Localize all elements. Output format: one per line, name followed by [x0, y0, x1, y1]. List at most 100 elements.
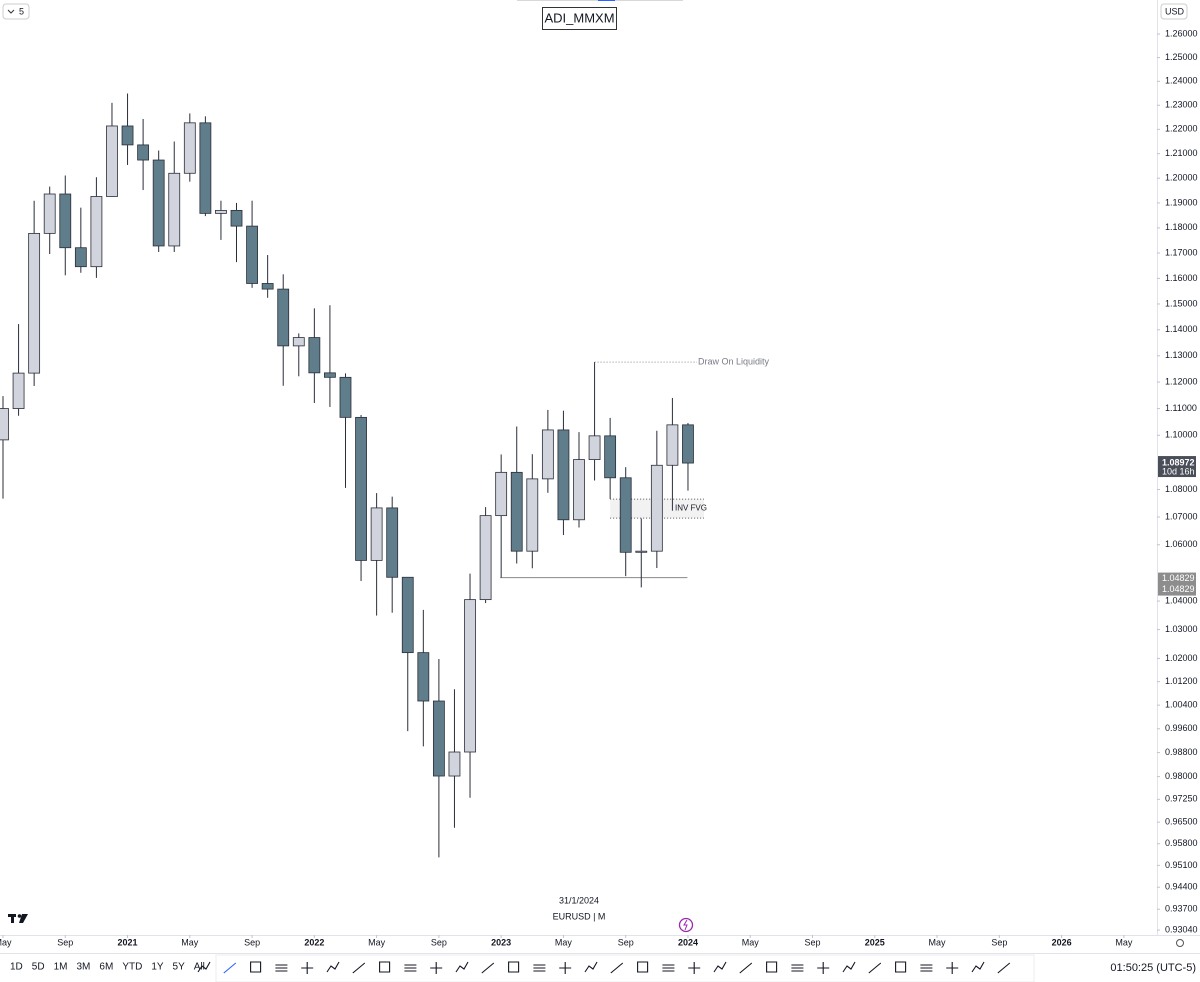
- tool-icon[interactable]: [275, 964, 288, 972]
- y-tick-label: 1.24000: [1165, 76, 1198, 86]
- candle-body: [199, 122, 212, 214]
- y-tick-label: 0.93700: [1165, 904, 1198, 914]
- interval-button[interactable]: 3M: [77, 962, 91, 973]
- tool-icon[interactable]: [920, 964, 933, 972]
- tool-icon[interactable]: [971, 961, 985, 973]
- tool-icon[interactable]: [766, 961, 778, 973]
- candle-body: [59, 193, 72, 249]
- y-tick-label: 1.14000: [1165, 324, 1198, 334]
- tool-icon[interactable]: [895, 961, 907, 973]
- tool-icon[interactable]: [946, 962, 959, 974]
- candle-body: [432, 700, 445, 777]
- interval-button[interactable]: 6M: [99, 962, 113, 973]
- y-tick-label: 1.07000: [1165, 511, 1198, 521]
- x-tick-label: Sep: [618, 937, 634, 947]
- currency: USD: [1165, 6, 1185, 16]
- tool-icon[interactable]: [301, 962, 314, 974]
- candle-body: [604, 435, 617, 479]
- tool-icon[interactable]: [533, 964, 546, 972]
- interval-button[interactable]: 5Y: [173, 962, 186, 973]
- candle-body: [246, 225, 258, 284]
- candle-body: [324, 372, 336, 378]
- candle-body: [339, 376, 352, 418]
- tool-icon[interactable]: [197, 961, 211, 973]
- x-tick-label: Sep: [244, 937, 260, 947]
- tool-icon[interactable]: [223, 962, 237, 974]
- interval-button[interactable]: All: [194, 962, 205, 973]
- x-tick-label: May: [555, 937, 573, 947]
- tool-icon[interactable]: [481, 962, 495, 974]
- candle-body: [106, 125, 118, 197]
- tool-icon[interactable]: [326, 961, 340, 973]
- y-tick-label: 1.04000: [1165, 595, 1198, 605]
- x-tick-label: May: [0, 937, 12, 947]
- tool-icon[interactable]: [508, 961, 520, 973]
- y-tick-label: 1.12000: [1165, 376, 1198, 386]
- candle-body: [635, 550, 648, 553]
- tool-icon[interactable]: [842, 961, 856, 973]
- y-tick-label: 0.97250: [1165, 794, 1198, 804]
- tool-icon[interactable]: [637, 961, 649, 973]
- fvg-label: INV FVG: [675, 504, 707, 513]
- candle-body: [0, 408, 9, 441]
- tool-icon[interactable]: [379, 961, 391, 973]
- tool-icon[interactable]: [688, 962, 701, 974]
- candle-body: [650, 464, 663, 552]
- y-tick-label: 1.22000: [1165, 124, 1198, 134]
- tool-icon[interactable]: [662, 964, 675, 972]
- y-tick-label: 1.26000: [1165, 28, 1198, 38]
- drawing-toolbar: [215, 954, 1035, 982]
- tool-icon[interactable]: [455, 961, 469, 973]
- candle-body: [510, 471, 523, 552]
- cursor-date: 31/1/2024: [559, 895, 599, 905]
- y-tick-label: 0.96500: [1165, 817, 1198, 827]
- candle-body: [215, 209, 227, 214]
- tool-icon[interactable]: [404, 964, 417, 972]
- candle-body: [541, 429, 554, 480]
- level-tag: [1158, 572, 1196, 596]
- level-price: 1.04829: [1162, 584, 1195, 594]
- tool-icon[interactable]: [739, 962, 753, 974]
- x-tick-label: Sep: [431, 937, 447, 947]
- tool-icon[interactable]: [584, 961, 598, 973]
- tool-icon[interactable]: [713, 961, 727, 973]
- interval-button[interactable]: YTD: [122, 962, 142, 973]
- y-tick-label: 1.21000: [1165, 148, 1198, 158]
- interval-button[interactable]: 1D: [10, 962, 23, 973]
- tool-icon[interactable]: [868, 962, 882, 974]
- tool-icon[interactable]: [610, 962, 624, 974]
- candle-body: [682, 424, 694, 464]
- candle-body: [43, 193, 56, 234]
- interval-button[interactable]: 1Y: [151, 962, 164, 973]
- layout-button[interactable]: [2, 3, 30, 20]
- tool-icon[interactable]: [559, 962, 572, 974]
- y-tick-label: 1.00400: [1165, 700, 1198, 710]
- interval-button[interactable]: 5D: [32, 962, 45, 973]
- candle-body: [137, 144, 150, 161]
- x-tick-label: May: [929, 937, 947, 947]
- x-tick-label: Sep: [805, 937, 821, 947]
- candle-body: [619, 477, 632, 553]
- tool-icon[interactable]: [791, 964, 804, 972]
- interval-button[interactable]: 1M: [54, 962, 68, 973]
- candle-body: [557, 429, 570, 521]
- x-tick-label: May: [742, 937, 760, 947]
- candle-body: [277, 288, 290, 347]
- tool-icon[interactable]: [817, 962, 830, 974]
- y-tick-label: 1.19000: [1165, 197, 1198, 207]
- tool-icon[interactable]: [352, 962, 366, 974]
- tool-icon[interactable]: [250, 961, 262, 973]
- x-tick-label: 2023: [491, 937, 511, 947]
- x-tick-label: May: [1115, 937, 1133, 947]
- settings-icon[interactable]: [1176, 939, 1184, 947]
- currency-button[interactable]: [1160, 3, 1188, 20]
- candle-body: [74, 247, 87, 268]
- candle-body: [308, 337, 321, 374]
- event-icon[interactable]: [678, 917, 694, 933]
- candle-body: [666, 424, 679, 466]
- tool-icon[interactable]: [997, 962, 1011, 974]
- candle-body: [261, 283, 274, 290]
- x-tick-label: Sep: [991, 937, 1007, 947]
- tool-icon[interactable]: [430, 962, 443, 974]
